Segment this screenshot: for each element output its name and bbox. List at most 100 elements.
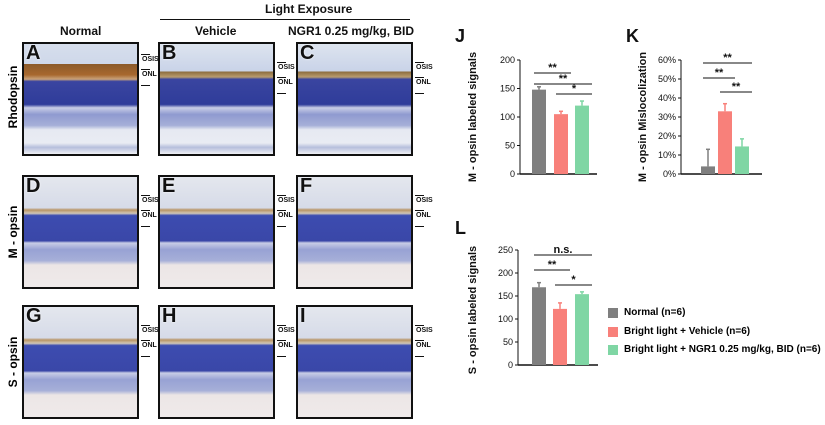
bar bbox=[575, 294, 589, 365]
y-tick-label: 50 bbox=[505, 141, 515, 151]
layer-tick bbox=[277, 210, 286, 211]
layer-tick bbox=[415, 325, 424, 326]
layer-tick bbox=[141, 210, 150, 211]
bar bbox=[532, 89, 546, 174]
panel-label: E bbox=[162, 175, 176, 197]
layer-tick bbox=[141, 340, 150, 341]
legend-swatch bbox=[608, 307, 618, 318]
layer-label-onl: ONL bbox=[416, 342, 431, 349]
y-tick-label: 10% bbox=[658, 150, 676, 160]
histology-panel-e: E bbox=[158, 175, 275, 289]
layer-label-osis: OSIS bbox=[416, 197, 433, 204]
legend-swatch bbox=[608, 344, 618, 355]
histology-panel-b: B bbox=[158, 42, 275, 156]
layer-label-onl: ONL bbox=[278, 79, 293, 86]
layer-tick bbox=[277, 340, 286, 341]
layer-tick bbox=[415, 226, 424, 227]
y-tick-label: 100 bbox=[500, 112, 515, 122]
y-tick-label: 200 bbox=[498, 268, 513, 278]
significance-label: ** bbox=[715, 67, 724, 79]
col-ngr1: NGR1 0.25 mg/kg, BID bbox=[288, 24, 415, 38]
legend-vehicle: Bright light + Vehicle (n=6) bbox=[608, 326, 750, 337]
light-exposure-header: Light Exposure bbox=[265, 2, 353, 16]
panel-label-k: K bbox=[626, 26, 639, 46]
layer-tick bbox=[277, 325, 286, 326]
y-tick-label: 100 bbox=[498, 314, 513, 324]
panel-label-j: J bbox=[455, 26, 466, 46]
bar bbox=[553, 308, 567, 365]
histology-panel-i: I bbox=[296, 305, 413, 419]
layer-label-onl: ONL bbox=[142, 71, 157, 78]
significance-label: * bbox=[571, 274, 576, 286]
panel-label: D bbox=[26, 175, 41, 197]
y-tick-label: 60% bbox=[658, 55, 676, 65]
layer-tick bbox=[277, 93, 286, 94]
layer-label-osis: OSIS bbox=[142, 197, 159, 204]
y-tick-label: 50% bbox=[658, 74, 676, 84]
panel-label: H bbox=[162, 305, 177, 327]
layer-label-osis: OSIS bbox=[278, 327, 295, 334]
legend-label: Bright light + NGR1 0.25 mg/kg, BID (n=6… bbox=[624, 344, 821, 355]
layer-label-osis: OSIS bbox=[142, 327, 159, 334]
layer-tick bbox=[415, 340, 424, 341]
legend-label: Normal (n=6) bbox=[624, 307, 686, 318]
bar bbox=[735, 146, 749, 174]
significance-label: ** bbox=[548, 62, 557, 74]
layer-tick bbox=[277, 226, 286, 227]
y-tick-label: 40% bbox=[658, 93, 676, 103]
histology-panel-g: G bbox=[22, 305, 139, 419]
layer-label-osis: OSIS bbox=[416, 64, 433, 71]
legend-ngr1: Bright light + NGR1 0.25 mg/kg, BID (n=6… bbox=[608, 344, 821, 355]
bar bbox=[554, 114, 568, 174]
y-tick-label: 200 bbox=[500, 55, 515, 65]
layer-tick bbox=[415, 356, 424, 357]
layer-tick bbox=[415, 195, 424, 196]
layer-label-onl: ONL bbox=[278, 342, 293, 349]
histology-panel-h: H bbox=[158, 305, 275, 419]
layer-label-onl: ONL bbox=[416, 212, 431, 219]
y-tick-label: 20% bbox=[658, 131, 676, 141]
layer-tick bbox=[141, 69, 150, 70]
y-tick-label: 150 bbox=[498, 291, 513, 301]
y-tick-label: 50 bbox=[503, 337, 513, 347]
bar bbox=[575, 105, 589, 174]
layer-tick bbox=[277, 62, 286, 63]
histology-panel-a: A bbox=[22, 42, 139, 156]
layer-label-onl: ONL bbox=[142, 212, 157, 219]
y-tick-label: 0 bbox=[508, 360, 513, 370]
significance-label: ** bbox=[732, 81, 741, 93]
layer-tick bbox=[141, 85, 150, 86]
y-axis-label: M - opsin labeled signals bbox=[467, 52, 479, 182]
significance-label: ** bbox=[548, 259, 557, 271]
bar bbox=[532, 287, 546, 365]
y-tick-label: 0% bbox=[663, 169, 676, 179]
layer-label-onl: ONL bbox=[278, 212, 293, 219]
layer-tick bbox=[141, 54, 150, 55]
panel-label: B bbox=[162, 42, 177, 64]
y-tick-label: 150 bbox=[500, 84, 515, 94]
significance-label: ** bbox=[559, 73, 568, 85]
y-axis-label: M - opsin Mislocolization bbox=[637, 52, 649, 182]
panel-label: G bbox=[26, 305, 42, 327]
layer-tick bbox=[277, 195, 286, 196]
y-tick-label: 0 bbox=[510, 169, 515, 179]
layer-tick bbox=[415, 210, 424, 211]
layer-label-osis: OSIS bbox=[278, 197, 295, 204]
panel-label: A bbox=[26, 42, 41, 64]
panel-label-l: L bbox=[455, 218, 466, 238]
panel-label: C bbox=[300, 42, 315, 64]
y-tick-label: 250 bbox=[498, 245, 513, 255]
layer-label-onl: ONL bbox=[416, 79, 431, 86]
histology-panel-c: C bbox=[296, 42, 413, 156]
histology-panel-f: F bbox=[296, 175, 413, 289]
layer-tick bbox=[415, 62, 424, 63]
histology-panel-d: D bbox=[22, 175, 139, 289]
significance-label: * bbox=[572, 83, 577, 95]
legend-normal: Normal (n=6) bbox=[608, 307, 685, 318]
significance-label: ** bbox=[723, 52, 732, 64]
layer-tick bbox=[415, 77, 424, 78]
header-divider bbox=[160, 19, 410, 20]
panel-label: I bbox=[300, 305, 306, 327]
layer-label-onl: ONL bbox=[142, 342, 157, 349]
